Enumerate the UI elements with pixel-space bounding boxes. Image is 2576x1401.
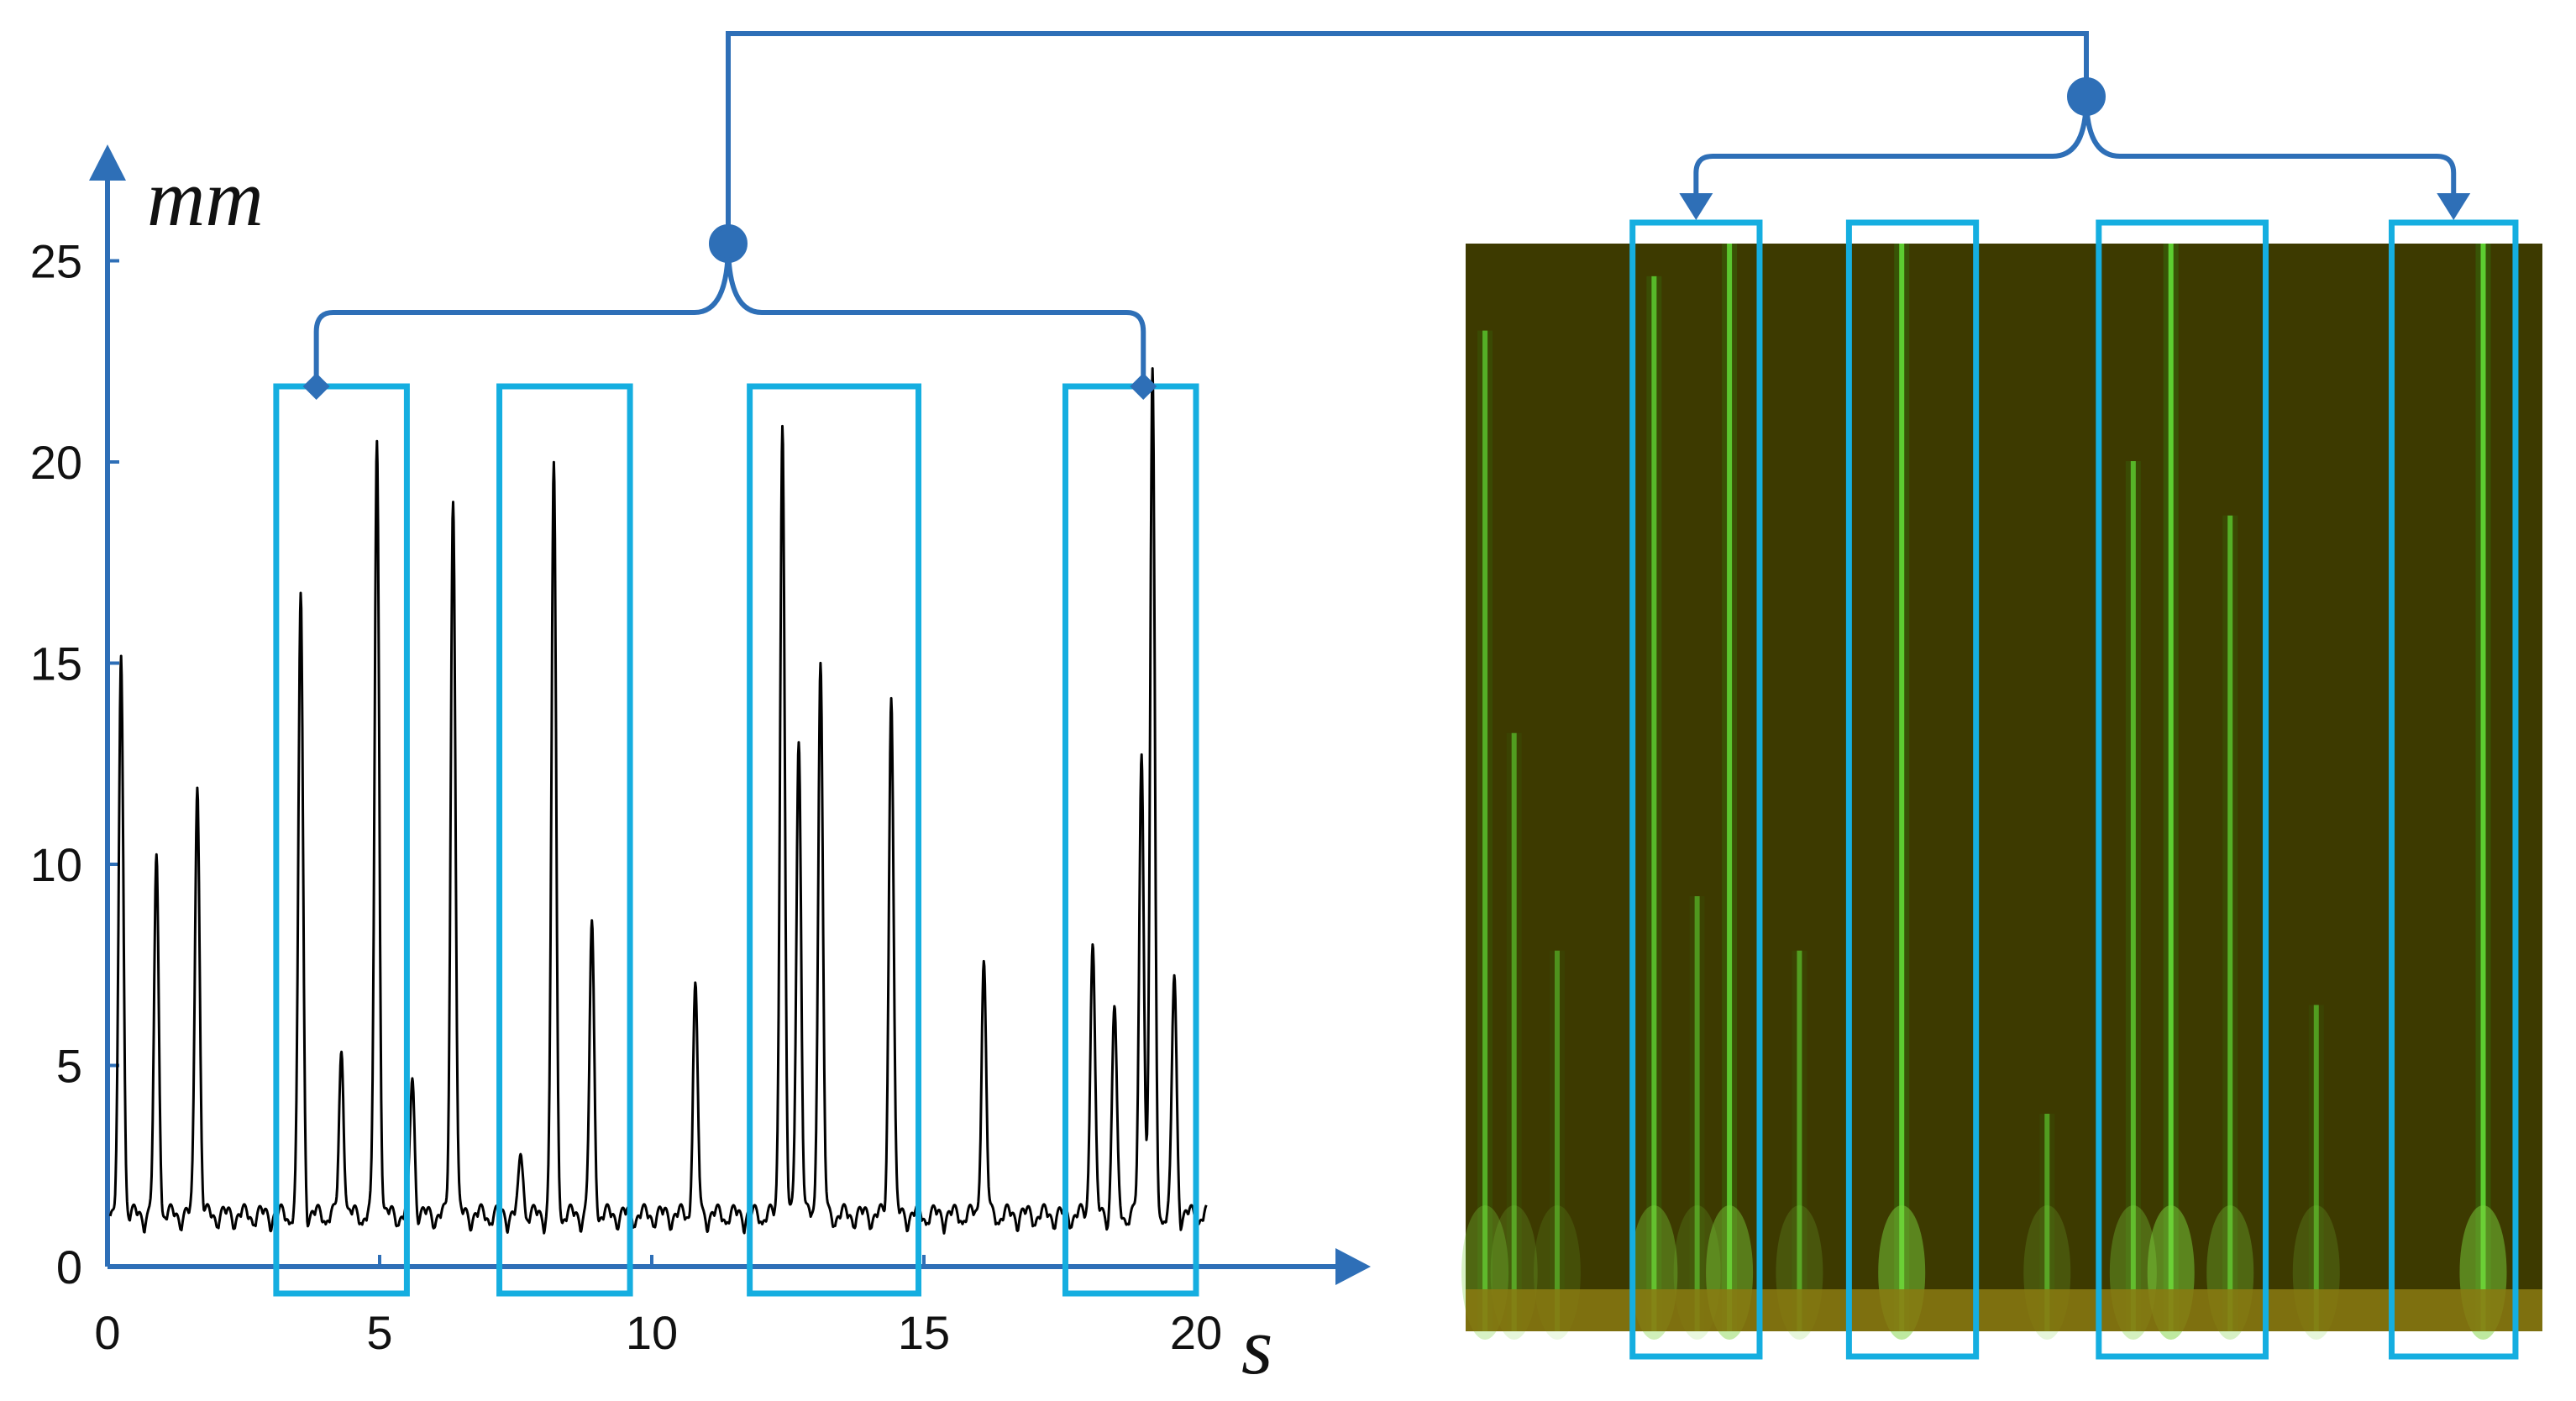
line-chart-peaks (121, 393, 1175, 1174)
spectrogram-low-frequency-band (1466, 1289, 2542, 1331)
spectrogram-highlight-windows (1629, 219, 2519, 1360)
top-connector-line (726, 31, 2089, 244)
left-junction-dot (709, 224, 748, 263)
highlight-window-box (1062, 383, 1199, 1297)
x-axis-label: s (1241, 1301, 1272, 1391)
y-tick-label: 0 (56, 1241, 82, 1293)
displacement-signal-line (108, 367, 1208, 1235)
highlight-window-box (1845, 219, 1980, 1360)
highlight-window-box (2096, 219, 2269, 1360)
x-tick-label: 5 (366, 1306, 392, 1359)
diamond-marker-icon (302, 373, 330, 400)
spectrogram-background (1466, 244, 2542, 1331)
spectrogram-band (1878, 244, 1926, 1340)
y-tick-label: 10 (30, 838, 82, 891)
y-axis-arrow-icon (89, 144, 126, 181)
y-tick-label: 25 (30, 235, 82, 288)
y-tick-label: 15 (30, 638, 82, 690)
x-tick-label: 10 (626, 1306, 678, 1359)
spectrogram-heatmap (1461, 219, 2542, 1360)
diamond-marker-icon (1130, 373, 1157, 400)
right-branch-line (1693, 96, 2089, 200)
y-axis-label: mm (147, 153, 264, 243)
x-tick-label: 20 (1170, 1306, 1222, 1359)
x-tick-label: 0 (94, 1306, 120, 1359)
highlight-window-box (496, 383, 633, 1297)
y-tick-label: 5 (56, 1040, 82, 1093)
left-branch-line (726, 243, 1146, 382)
highlight-window-box (1629, 219, 1763, 1360)
arrow-down-icon (2437, 193, 2471, 220)
highlight-window-box (2389, 219, 2519, 1360)
displacement-line-chart: 0 5 10 15 20 25 0 5 10 15 20 mm s (30, 144, 1371, 1391)
highlight-window-box (273, 383, 410, 1297)
left-branch-line (313, 243, 731, 382)
line-chart-highlight-windows (273, 383, 1199, 1297)
right-junction-dot (2067, 77, 2106, 116)
line-chart-axes (89, 144, 1371, 1285)
right-branch-line (2084, 96, 2457, 200)
x-tick-label: 15 (898, 1306, 950, 1359)
line-chart-x-ticks: 0 5 10 15 20 (94, 1255, 1222, 1359)
y-tick-label: 20 (30, 436, 82, 489)
highlight-window-box (747, 383, 922, 1297)
x-axis-arrow-icon (1335, 1248, 1371, 1285)
arrow-down-icon (1679, 193, 1713, 220)
line-chart-y-ticks: 0 5 10 15 20 25 (30, 235, 119, 1293)
connector-tree (302, 31, 2471, 400)
